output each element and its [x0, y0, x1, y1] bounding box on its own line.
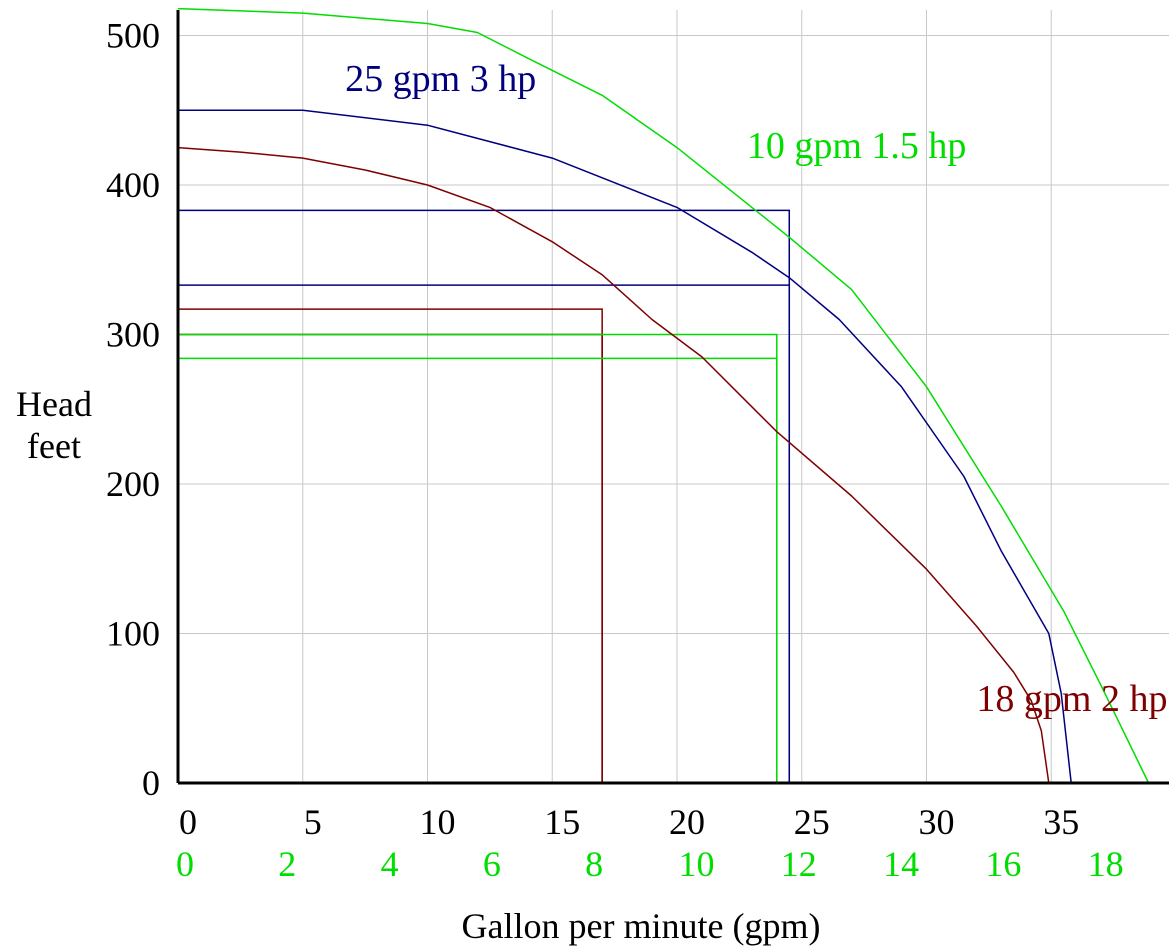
- x2-tick-label: 14: [883, 844, 919, 884]
- x2-tick-label: 10: [678, 844, 714, 884]
- x-tick-label: 25: [794, 802, 830, 842]
- y-axis-title-line1: Head: [16, 384, 92, 424]
- reference-line: [178, 333, 778, 783]
- y-tick-label: 200: [106, 464, 160, 504]
- y-axis-title-line2: feet: [27, 426, 81, 466]
- series-label: 10 gpm 1.5 hp: [747, 125, 967, 167]
- x2-tick-label: 4: [381, 844, 399, 884]
- series-annotations: 25 gpm 3 hp 10 gpm 1.5 hp 18 gpm 2 hp: [345, 58, 1167, 720]
- series-line: [177, 146, 1050, 784]
- y-tick-label: 300: [106, 315, 160, 355]
- reference-line: [178, 333, 603, 783]
- y-tick-labels: 0 100 200 300 400 500: [106, 16, 160, 804]
- x2-tick-label: 0: [176, 844, 194, 884]
- x-axis-title: Gallon per minute (gpm): [462, 906, 821, 946]
- series-label: 18 gpm 2 hp: [976, 678, 1167, 720]
- x-tick-label: 15: [544, 802, 580, 842]
- x2-tick-label: 18: [1088, 844, 1124, 884]
- reference-line: [178, 209, 791, 783]
- x-tick-label: 10: [420, 802, 456, 842]
- x2-tick-label: 2: [278, 844, 296, 884]
- axes: [176, 10, 1169, 785]
- y-tick-label: 0: [142, 763, 160, 803]
- x2-tick-label: 6: [483, 844, 501, 884]
- reference-line: [178, 284, 791, 783]
- x2-tick-labels: 0 2 4 6 8 10 12 14 16 18: [176, 844, 1124, 884]
- x-tick-label: 5: [304, 802, 322, 842]
- x2-tick-label: 12: [781, 844, 817, 884]
- series-line: [177, 7, 1150, 784]
- reference-line: [178, 357, 778, 783]
- x2-tick-label: 16: [985, 844, 1021, 884]
- x2-tick-label: 8: [585, 844, 603, 884]
- series-lines: [177, 7, 1150, 784]
- x-tick-label: 20: [669, 802, 705, 842]
- reference-lines: [178, 209, 791, 783]
- y-tick-label: 400: [106, 165, 160, 205]
- y-tick-label: 500: [106, 16, 160, 56]
- x-tick-labels: 0 5 10 15 20 25 30 35: [179, 802, 1079, 842]
- reference-line: [178, 308, 603, 783]
- x-tick-label: 30: [919, 802, 955, 842]
- x-tick-label: 35: [1043, 802, 1079, 842]
- y-tick-label: 100: [106, 614, 160, 654]
- series-label: 25 gpm 3 hp: [345, 58, 536, 100]
- series-line: [178, 109, 1072, 784]
- x-tick-label: 0: [179, 802, 197, 842]
- grid: [177, 10, 1169, 783]
